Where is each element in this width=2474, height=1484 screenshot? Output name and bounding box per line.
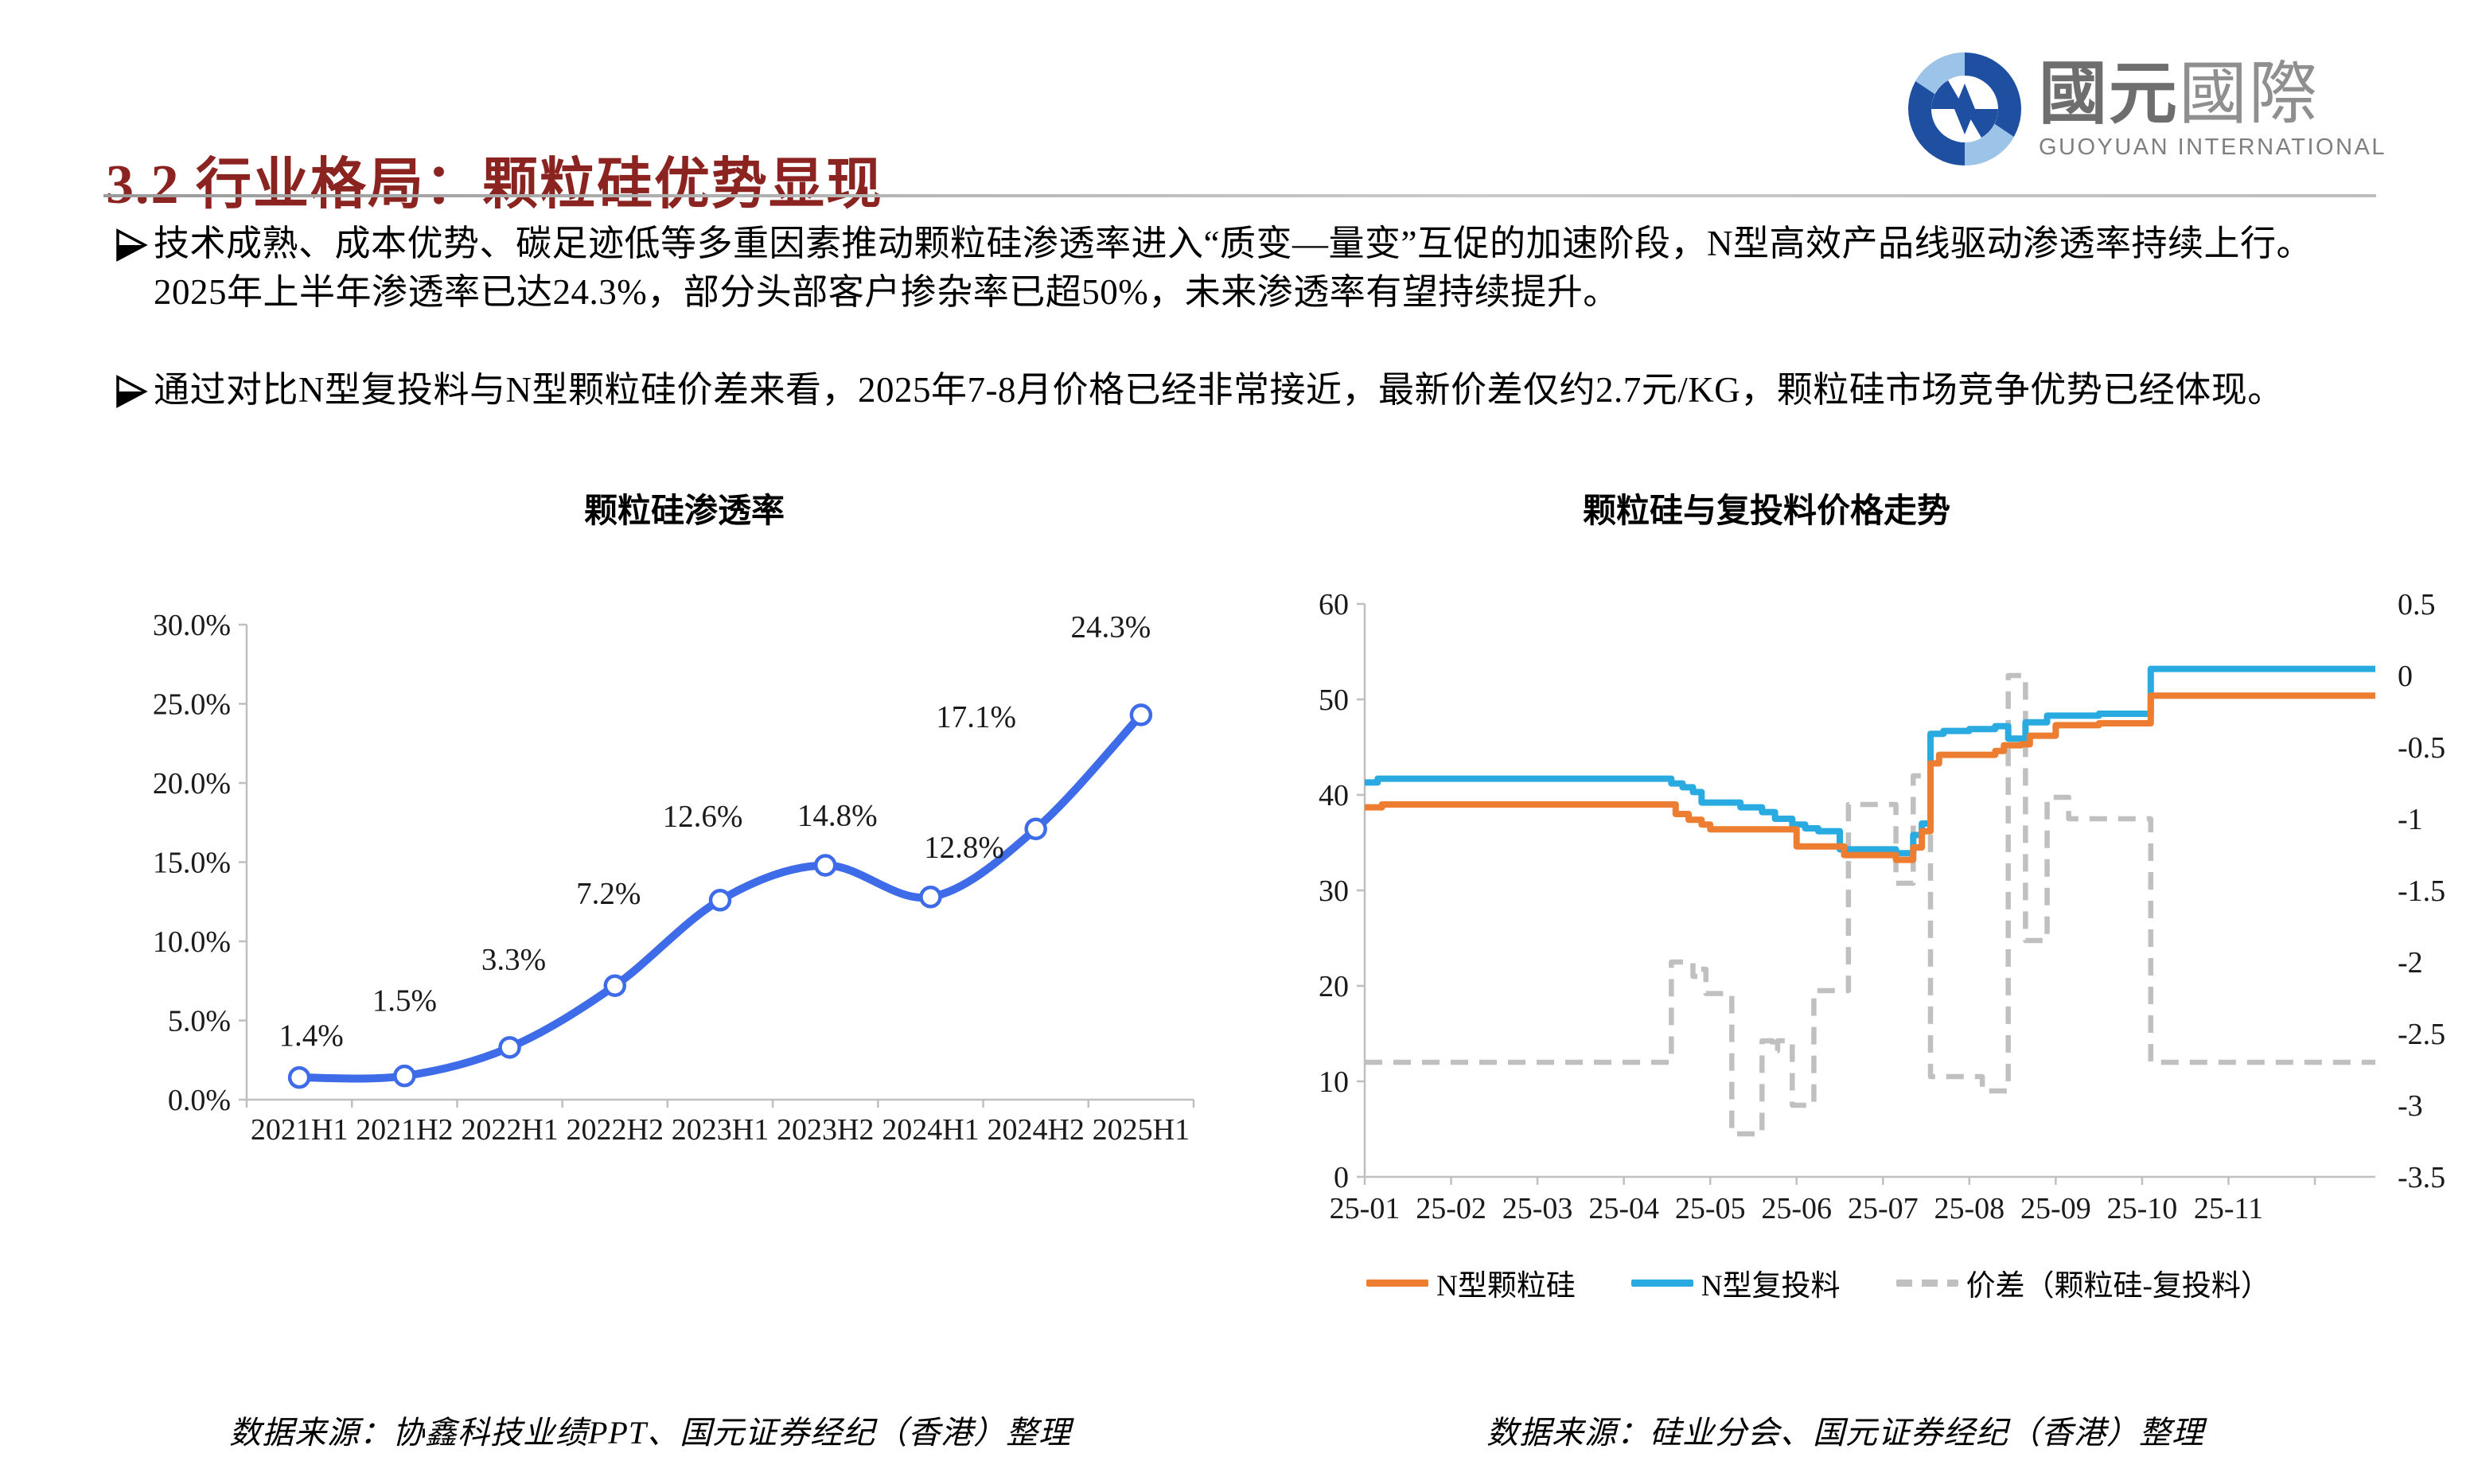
svg-text:15.0%: 15.0%	[153, 847, 231, 880]
arrowhead-right-icon	[116, 375, 148, 408]
series-N型复投料	[1365, 665, 2375, 857]
svg-text:25-09: 25-09	[2020, 1192, 2091, 1225]
svg-text:10.0%: 10.0%	[153, 925, 231, 959]
svg-text:25-02: 25-02	[1416, 1192, 1486, 1225]
data-point-marker	[393, 1064, 416, 1088]
bullet-text: 通过对比N型复投料与N型颗粒硅价差来看，2025年7-8月价格已经非常接近，最新…	[154, 370, 2284, 410]
company-logo: 國元國際 GUOYUAN INTERNATIONAL	[1905, 49, 2386, 169]
svg-text:30: 30	[1319, 874, 1349, 908]
data-point-label: 14.8%	[797, 798, 878, 832]
legend-label: N型颗粒硅	[1436, 1270, 1576, 1303]
data-point-marker	[919, 886, 942, 909]
data-point-label: 24.3%	[1071, 610, 1151, 644]
svg-text:2022H2: 2022H2	[567, 1113, 664, 1147]
svg-text:0.0%: 0.0%	[168, 1084, 231, 1117]
svg-text:30.0%: 30.0%	[153, 609, 231, 642]
data-point-label: 7.2%	[576, 877, 641, 911]
svg-text:0: 0	[1334, 1161, 1349, 1194]
svg-text:-0.5: -0.5	[2398, 731, 2445, 765]
svg-text:0: 0	[2398, 660, 2413, 693]
penetration-chart-plot: 0.0%5.0%10.0%15.0%20.0%25.0%30.0%2021H1 2…	[153, 609, 1195, 1147]
logo-en: GUOYUAN INTERNATIONAL	[2038, 134, 2386, 160]
svg-text:50: 50	[1319, 684, 1349, 717]
svg-text:2024H2: 2024H2	[987, 1113, 1084, 1147]
price-chart-plot: 60 50 40 30 20 10 0 0.5 0 -0.5 -1 -1.5 -2 -2.5 -3 -3.5 2…	[1319, 588, 2445, 1225]
svg-text:2021H1: 2021H1	[251, 1113, 348, 1147]
svg-text:20.0%: 20.0%	[153, 767, 231, 800]
legend-item: N型颗粒硅	[1366, 1261, 1576, 1304]
series-N型颗粒硅	[1365, 692, 2375, 863]
data-point-marker	[1024, 817, 1047, 840]
svg-text:5.0%: 5.0%	[168, 1005, 231, 1038]
data-point-label: 3.3%	[481, 942, 546, 976]
source-note-right: 数据来源：硅业分会、国元证券经纪（香港）整理	[1486, 1415, 2204, 1451]
legend-swatch-icon	[1631, 1279, 1693, 1287]
penetration-chart-title: 颗粒硅渗透率	[583, 493, 785, 530]
page-title: 3.2 行业格局：颗粒硅优势显现	[106, 154, 883, 216]
logo-text: 國元國際 GUOYUAN INTERNATIONAL	[2039, 60, 2386, 159]
legend-label: N型复投料	[1701, 1270, 1841, 1303]
svg-text:25-11: 25-11	[2194, 1192, 2263, 1225]
legend-item: 价差（颗粒硅-复投料）	[1895, 1261, 2270, 1304]
bullet-item: 技术成熟、成本优势、碳足迹低等多重因素推动颗粒硅渗透率进入“质变—量变”互促的加…	[107, 220, 2328, 317]
bullet-item: 通过对比N型复投料与N型颗粒硅价差来看，2025年7-8月价格已经非常接近，最新…	[107, 366, 2328, 415]
title-divider	[103, 194, 2376, 197]
logo-cn-bold: 國元	[2038, 55, 2179, 132]
guoyuan-logo-icon	[1907, 52, 2021, 166]
svg-text:40: 40	[1319, 779, 1349, 812]
data-point-label: 1.4%	[279, 1019, 343, 1053]
logo-cn: 國元國際	[2039, 60, 2386, 128]
logo-cn-light: 國際	[2178, 55, 2319, 132]
svg-text:25-06: 25-06	[1761, 1192, 1832, 1225]
legend-swatch-icon	[1895, 1279, 1958, 1287]
svg-text:-2: -2	[2398, 946, 2423, 980]
svg-text:-3.5: -3.5	[2398, 1161, 2445, 1194]
source-note-left: 数据来源：协鑫科技业绩PPT、国元证券经纪（香港）整理	[229, 1415, 1072, 1451]
svg-text:2021H2: 2021H2	[356, 1113, 453, 1147]
data-point-label: 1.5%	[372, 983, 437, 1018]
price-chart: 颗粒硅与复投料价格走势 60 50 40 30 20 10 0 0.5 0 -0.5 -1 -1.5 -…	[1297, 484, 2467, 1304]
series-价差（颗粒硅-复投料）	[1365, 672, 2375, 1137]
svg-text:25-01: 25-01	[1330, 1192, 1401, 1225]
svg-text:-2.5: -2.5	[2398, 1018, 2445, 1051]
svg-text:25.0%: 25.0%	[153, 688, 231, 722]
svg-text:-3: -3	[2398, 1089, 2423, 1123]
svg-text:25-04: 25-04	[1588, 1192, 1659, 1225]
svg-text:2022H1: 2022H1	[461, 1113, 558, 1147]
svg-text:0.5: 0.5	[2398, 588, 2436, 621]
data-point-label: 12.6%	[663, 799, 743, 833]
price-chart-legend: N型颗粒硅 N型复投料 价差（颗粒硅-复投料）	[1297, 1261, 2467, 1304]
legend-item: N型复投料	[1631, 1261, 1841, 1304]
legend-label: 价差（颗粒硅-复投料）	[1966, 1270, 2270, 1303]
svg-text:20: 20	[1319, 970, 1349, 1003]
svg-text:2023H1: 2023H1	[672, 1113, 769, 1147]
svg-text:-1: -1	[2398, 803, 2423, 836]
data-point-marker	[708, 889, 732, 912]
svg-text:2025H1: 2025H1	[1093, 1113, 1190, 1147]
data-point-marker	[813, 854, 837, 877]
penetration-chart: 颗粒硅渗透率 0.0% 5.0% 10.0% 15.0% 20.0% 25.0% 30.0%…	[95, 484, 1273, 1177]
svg-text:25-08: 25-08	[1934, 1192, 2005, 1225]
data-point-marker	[287, 1065, 311, 1089]
svg-text:25-03: 25-03	[1502, 1192, 1573, 1225]
svg-text:2024H1: 2024H1	[882, 1113, 979, 1147]
data-point-marker	[603, 974, 627, 997]
svg-text:-1.5: -1.5	[2398, 874, 2445, 908]
svg-text:25-05: 25-05	[1675, 1192, 1746, 1225]
data-point-marker	[1129, 703, 1153, 726]
svg-text:60: 60	[1319, 588, 1349, 621]
svg-text:25-07: 25-07	[1848, 1192, 1919, 1225]
data-point-label: 17.1%	[936, 700, 1016, 734]
bullet-text: 技术成熟、成本优势、碳足迹低等多重因素推动颗粒硅渗透率进入“质变—量变”互促的加…	[154, 224, 2312, 312]
data-point-label: 12.8%	[924, 830, 1004, 864]
data-point-marker	[498, 1036, 521, 1059]
svg-text:2023H2: 2023H2	[777, 1113, 874, 1147]
arrowhead-right-icon	[116, 228, 148, 262]
price-chart-title: 颗粒硅与复投料价格走势	[1582, 493, 1950, 530]
svg-text:25-10: 25-10	[2107, 1192, 2178, 1225]
legend-swatch-icon	[1366, 1279, 1429, 1287]
svg-text:10: 10	[1319, 1065, 1349, 1099]
